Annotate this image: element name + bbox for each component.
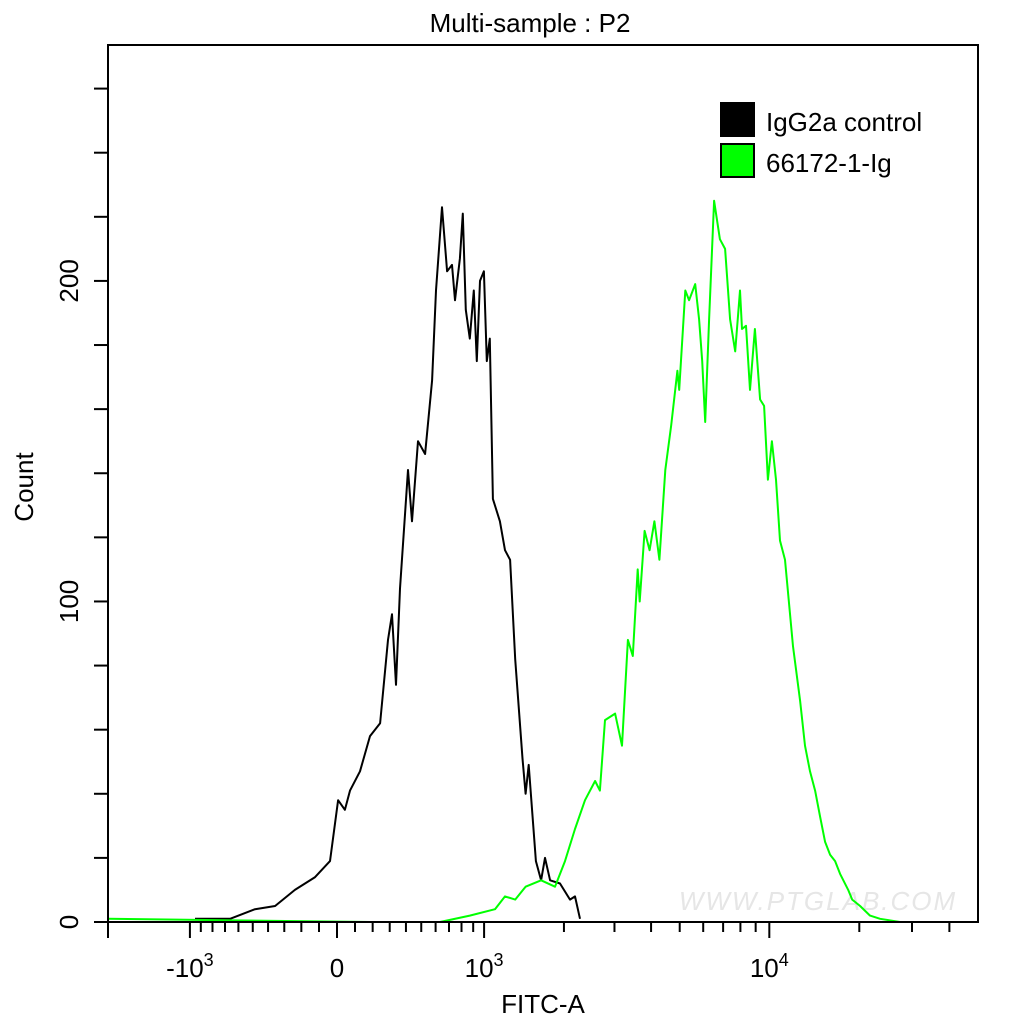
x-tick-label: 104 [750,950,789,983]
x-tick-label: -103 [166,950,214,983]
legend-swatch-igg2a-control [720,102,755,137]
x-axis-label: FITC-A [501,989,585,1019]
axis-layer: -103 0 103 104 0 100 200 [54,87,951,983]
x-tick-label: 0 [330,953,344,983]
y-axis-label: Count [9,452,39,522]
legend-swatch-66172-1-ig [720,143,755,178]
series-line-0 [195,206,581,920]
y-tick-label: 0 [54,915,84,929]
plot-frame [107,44,979,923]
legend-label-66172-1-ig: 66172-1-Ig [766,148,892,178]
y-tick-label: 200 [54,259,84,302]
legend-label-igg2a-control: IgG2a control [766,107,922,137]
series-line-1 [108,199,960,923]
x-tick-label: 103 [465,950,504,983]
series-layer [108,199,960,923]
y-tick-label: 100 [54,580,84,623]
chart-title: Multi-sample : P2 [430,8,631,38]
legend: IgG2a control 66172-1-Ig [720,102,922,178]
watermark: WWW.PTGLAB.COM [679,886,957,916]
